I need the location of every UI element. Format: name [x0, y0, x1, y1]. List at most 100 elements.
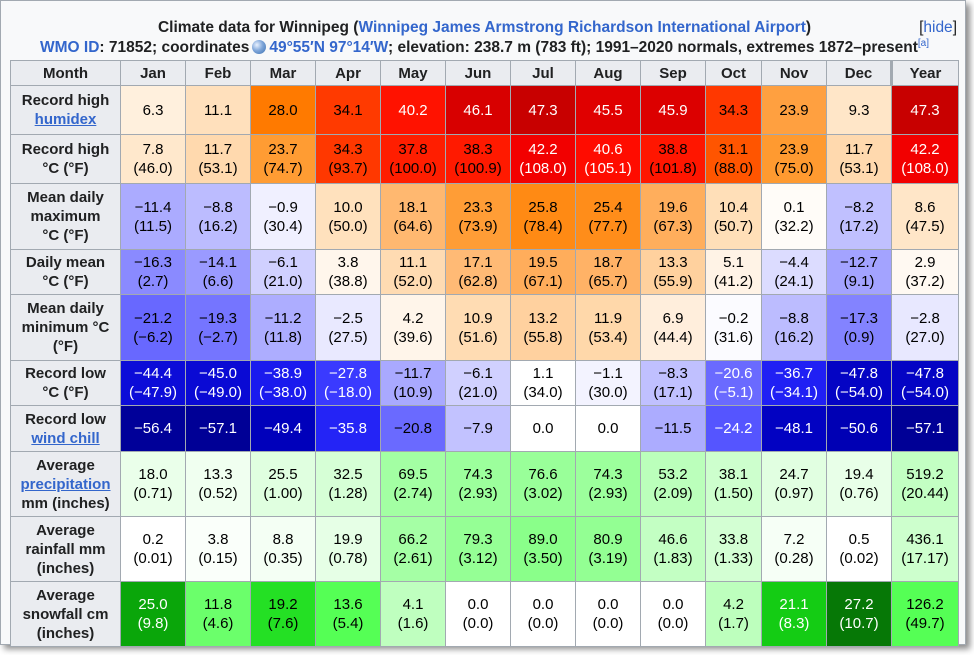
data-cell: 27.2 (10.7): [826, 581, 892, 647]
cell-value-alt: (9.8): [137, 615, 169, 632]
cell-value-alt: (−49.0): [194, 384, 242, 401]
cell-value: −56.4: [134, 420, 172, 437]
data-cell: 53.2 (2.09): [640, 451, 706, 517]
data-cell: −49.4: [250, 405, 316, 452]
row-header-link[interactable]: precipitation: [20, 475, 111, 493]
cell-value: −24.2: [714, 420, 753, 437]
cell-value-alt: (0.02): [839, 550, 879, 567]
footnote-a-link[interactable]: [a]: [917, 37, 929, 49]
cell-value: 25.8: [528, 198, 558, 216]
cell-value-alt: (−54.0): [901, 384, 949, 401]
cell-value: 46.1: [463, 101, 493, 119]
data-cell: 19.4 (0.76): [826, 451, 892, 517]
data-cell: −11.5: [640, 405, 706, 452]
data-cell: −4.4 (24.1): [761, 249, 827, 295]
cell-value-alt: (7.6): [267, 615, 299, 632]
row-header-line: Average: [36, 586, 95, 604]
data-cell: −14.1 (6.6): [185, 249, 251, 295]
cell-value: −21.2: [134, 309, 172, 327]
data-cell: 34.1: [315, 85, 381, 135]
cell-value: 28.0: [268, 101, 298, 119]
airport-link[interactable]: Winnipeg James Armstrong Richardson Inte…: [358, 19, 806, 36]
cell-value-alt: (2.74): [393, 485, 433, 502]
data-cell: 11.1: [185, 85, 251, 135]
globe-icon[interactable]: [252, 40, 267, 54]
cell-value-alt: (0.0): [657, 615, 689, 632]
cell-value: 18.1: [398, 198, 428, 216]
wmo-id-link[interactable]: WMO ID: [40, 39, 100, 56]
data-cell: 31.1 (88.0): [705, 134, 762, 184]
hide-toggle: [hide]: [919, 19, 957, 36]
row-header-link[interactable]: humidex: [34, 111, 97, 128]
cell-value-alt: (16.2): [774, 328, 814, 346]
cell-value: 0.2: [142, 531, 164, 548]
cell-value: 0.0: [532, 420, 554, 437]
cell-value: −27.8: [329, 365, 367, 382]
cell-value-alt: (53.1): [198, 160, 238, 177]
cell-value: −11.4: [134, 198, 172, 216]
cell-value-alt: (0.28): [774, 550, 814, 567]
cell-value: 8.6: [914, 198, 936, 216]
year-cell: −47.8 (−54.0): [891, 360, 959, 406]
cell-value: −8.8: [779, 309, 809, 327]
data-cell: −48.1: [761, 405, 827, 452]
cell-value: 25.4: [593, 198, 623, 216]
data-cell: 0.0: [510, 405, 576, 452]
cell-value: 33.8: [718, 531, 749, 548]
cell-value: 4.2: [723, 596, 744, 613]
cell-value-alt: (0.52): [198, 485, 238, 502]
data-cell: 80.9 (3.19): [575, 516, 641, 582]
data-cell: 13.6 (5.4): [315, 581, 381, 647]
data-cell: −2.5 (27.5): [315, 294, 381, 361]
data-cell: 0.5 (0.02): [826, 516, 892, 582]
row-header-line: Mean daily: [27, 300, 104, 317]
cell-value-alt: (108.0): [519, 160, 567, 177]
data-cell: 11.1 (52.0): [380, 249, 446, 295]
cell-value: 40.2: [398, 101, 428, 119]
data-cell: 11.8 (4.6): [185, 581, 251, 647]
cell-value: 45.5: [593, 101, 623, 119]
cell-value-alt: (50.0): [328, 217, 368, 235]
cell-value-alt: (17.2): [839, 217, 879, 235]
cell-value-alt: (105.1): [584, 160, 632, 177]
data-cell: 10.9 (51.6): [445, 294, 511, 361]
data-cell: 25.5 (1.00): [250, 451, 316, 517]
data-cell: −8.8 (16.2): [185, 183, 251, 250]
cell-value: 10.4: [718, 198, 749, 216]
data-cell: 89.0 (3.50): [510, 516, 576, 582]
cell-value: 0.0: [532, 596, 554, 613]
cell-value-alt: (10.7): [839, 615, 879, 632]
year-cell: 436.1 (17.17): [891, 516, 959, 582]
cell-value: 37.8: [398, 141, 428, 158]
month-col-header: Oct: [705, 60, 762, 86]
data-cell: −11.7 (10.9): [380, 360, 446, 406]
cell-value: −11.7: [394, 365, 432, 382]
cell-value-alt: (0.78): [328, 550, 368, 567]
climate-rows: Record high humidex 6.3 11.1 28.0 34.1 40.2 46.…: [10, 85, 959, 647]
cell-value: 17.1: [463, 254, 493, 271]
avg-precipitation-row: Average precipitation mm (inches) 18.0 (0.71…: [10, 451, 959, 517]
data-cell: 4.1 (1.6): [380, 581, 446, 647]
cell-value: 1.1: [532, 365, 554, 382]
year-cell: 8.6 (47.5): [891, 183, 959, 250]
cell-value-alt: (3.19): [588, 550, 628, 567]
cell-value-alt: (49.7): [905, 615, 945, 632]
data-cell: 25.8 (78.4): [510, 183, 576, 250]
cell-value: 7.2: [783, 531, 805, 548]
cell-value: −8.2: [844, 198, 874, 216]
cell-value: 11.1: [203, 101, 233, 119]
data-cell: 11.7 (53.1): [826, 134, 892, 184]
cell-value-alt: (0.71): [133, 485, 173, 502]
row-header-link[interactable]: wind chill: [31, 429, 100, 447]
cell-value-alt: (31.6): [713, 328, 754, 346]
coordinates-link[interactable]: 49°55′N 97°14′W: [269, 39, 388, 56]
hide-link[interactable]: hide: [923, 19, 953, 36]
cell-value: −14.1: [199, 254, 237, 271]
row-header-line: Average: [36, 521, 95, 539]
cell-value: −35.8: [329, 420, 367, 437]
data-cell: 5.1 (41.2): [705, 249, 762, 295]
cell-value-alt: (−34.1): [770, 384, 818, 401]
cell-value-alt: (0.01): [133, 550, 173, 567]
cell-value: 0.1: [783, 198, 805, 216]
cell-value: 23.7: [268, 141, 298, 158]
